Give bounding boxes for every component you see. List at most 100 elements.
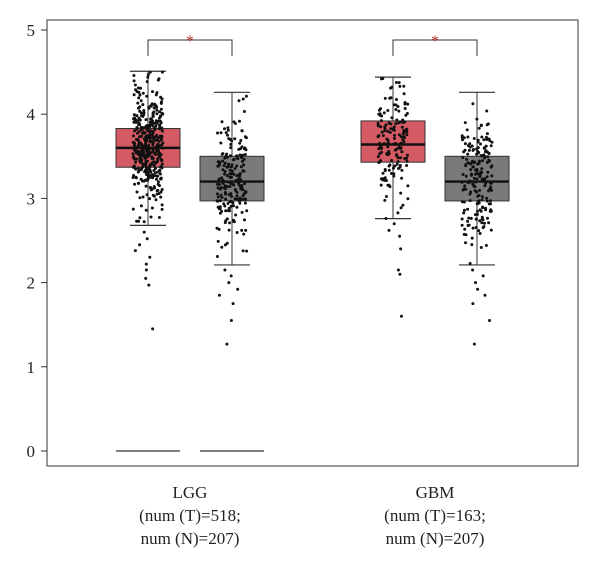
outlier-point [236,287,240,291]
data-point [155,91,159,95]
data-point [144,154,148,158]
data-point [385,137,389,141]
data-point [398,165,402,169]
data-point [377,108,381,112]
data-point [142,111,146,115]
data-point [155,121,159,125]
outlier-point [474,281,477,285]
data-point [485,196,489,200]
data-point [478,208,482,212]
data-point [156,144,160,148]
data-point [160,207,164,211]
data-point [238,201,242,205]
data-point [136,181,140,185]
data-point [216,182,219,186]
data-point [215,199,219,203]
data-point [231,201,235,205]
data-point [136,144,140,147]
outlier-point [151,327,155,331]
data-point [216,131,219,135]
data-point [144,134,148,138]
data-point [149,188,153,192]
data-point [151,157,155,161]
data-point [460,180,464,184]
data-point [399,206,403,210]
data-point [229,182,233,186]
data-points [376,77,410,318]
data-point [224,131,228,135]
data-point [149,129,153,133]
group-lgg: * [115,33,265,452]
data-point [477,126,481,130]
data-point [463,227,467,231]
data-point [478,219,482,223]
data-point [396,160,400,164]
data-point [153,171,157,175]
data-point [461,138,464,142]
box-lgg-normal [199,91,265,452]
data-point [403,107,407,110]
data-point [160,159,164,163]
data-point [133,129,136,133]
data-point [486,216,489,220]
data-point [471,165,475,169]
data-point [487,221,491,225]
data-point [137,121,141,125]
data-point [382,111,386,115]
data-point [225,185,229,188]
data-point [157,139,161,143]
data-point [235,154,239,158]
data-point [381,134,385,137]
data-point [471,102,475,106]
data-point [400,125,404,129]
data-point [158,124,162,128]
data-point [230,163,234,167]
data-point [468,162,472,166]
data-point [141,165,145,169]
data-point [381,171,385,175]
outlier-point [481,274,485,278]
data-point [483,179,486,183]
outlier-point [142,230,146,234]
data-point [228,154,232,158]
data-point [217,227,221,231]
data-point [221,168,225,172]
data-point [472,148,475,151]
data-point [388,185,392,189]
data-point [474,226,478,229]
data-point [151,176,155,180]
data-point [387,142,390,146]
data-point [392,172,396,176]
data-point [241,153,245,157]
outlier-point [223,268,227,272]
data-point [472,183,476,187]
data-point [145,94,149,98]
data-point [462,211,466,215]
data-point [235,205,239,209]
data-point [225,174,229,178]
data-point [485,175,489,179]
data-point [399,156,403,160]
data-point [469,168,473,172]
data-point [465,128,469,132]
data-point [400,176,404,180]
data-point [379,177,383,181]
data-point [141,151,145,155]
data-point [132,117,135,121]
data-point [157,216,161,219]
data-point [237,99,241,103]
data-point [131,207,135,211]
data-point [220,196,224,199]
data-point [233,188,237,191]
data-point [235,194,239,198]
data-point [469,216,473,220]
data-point [485,161,489,164]
data-point [464,163,468,166]
data-point [480,221,484,225]
data-point [146,73,150,77]
data-point [139,111,143,115]
data-point [227,162,231,166]
data-point [389,122,393,126]
data-point [484,206,488,210]
data-point [148,70,152,74]
